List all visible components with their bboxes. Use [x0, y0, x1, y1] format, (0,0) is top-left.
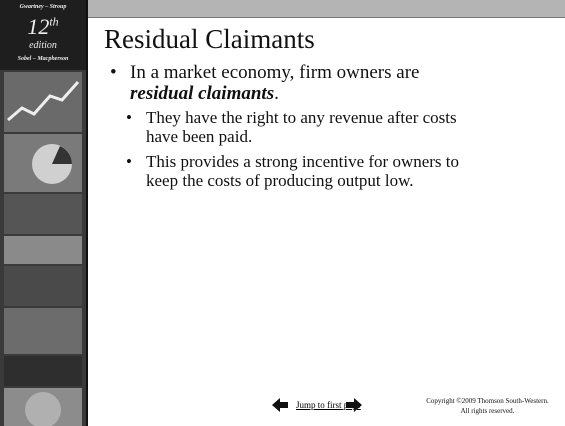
bullet-text: In a market economy, firm owners are: [130, 62, 420, 83]
coins-panel: [4, 236, 82, 264]
slide-title: Residual Claimants: [104, 24, 315, 54]
sidebar-art: [0, 0, 86, 426]
chart-icon: [7, 81, 80, 122]
sub-bullet-list: • They have the right to any revenue afte…: [110, 108, 481, 190]
sub-bullet-text: This provides a strong incentive for own…: [146, 152, 460, 190]
edition-number-text: 12: [27, 14, 50, 39]
cover-header: [0, 0, 86, 70]
sidebar: Gwartney – Stroup 12th edition Sobel – M…: [0, 0, 88, 426]
crowd-panel: [4, 356, 82, 386]
first-page-link[interactable]: Jump to first page: [296, 400, 361, 410]
bullet-dot: •: [110, 62, 117, 83]
bullet-emphasis: residual claimants: [130, 83, 275, 104]
bullet-dot: •: [126, 108, 132, 127]
bullet-list: • In a market economy, firm owners are r…: [110, 62, 481, 196]
authors-bottom: Sobel – Macpherson: [17, 56, 69, 62]
prev-arrow[interactable]: [272, 398, 288, 412]
edition-suffix: th: [49, 14, 59, 29]
pie-slice: [52, 146, 72, 164]
next-arrow[interactable]: [346, 398, 362, 412]
bullet: • In a market economy, firm owners are r…: [110, 62, 470, 104]
bullet-text-end: .: [274, 83, 279, 104]
authors-top: Gwartney – Stroup: [19, 4, 67, 10]
top-bar: [88, 0, 565, 18]
people-panel: [4, 194, 82, 234]
edition-number: 12th: [0, 14, 86, 40]
copyright: Copyright ©2009 Thomson South-Western. A…: [410, 396, 565, 416]
sub-bullet: • They have the right to any revenue afte…: [126, 108, 481, 146]
bullet-dot: •: [126, 152, 132, 171]
edition-word: edition: [29, 40, 57, 51]
copyright-line: All rights reserved.: [460, 407, 515, 415]
sub-bullet: • This provides a strong incentive for ow…: [126, 152, 481, 190]
sub-bullet-text: They have the right to any revenue after…: [146, 108, 457, 146]
globe-icon: [25, 392, 61, 426]
copyright-line: Copyright ©2009 Thomson South-Western.: [426, 397, 549, 405]
building-panel: [4, 308, 82, 354]
factory-panel: [4, 266, 82, 306]
